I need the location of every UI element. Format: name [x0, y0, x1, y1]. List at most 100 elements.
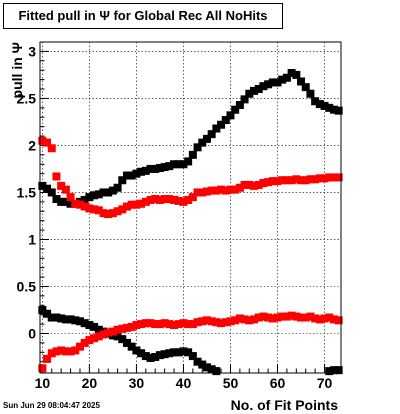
- series-3-point: [329, 173, 338, 182]
- series-3-point: [160, 195, 169, 204]
- series-4-point: [99, 330, 108, 339]
- series-1-point: [235, 101, 244, 110]
- series-1-point: [38, 181, 47, 190]
- series-1-point: [268, 78, 277, 87]
- series-2-point: [85, 321, 94, 330]
- series-1-point: [278, 75, 287, 84]
- series-1-point: [179, 160, 188, 169]
- x-tick-label: 30: [129, 375, 145, 391]
- series-2-point: [212, 367, 221, 376]
- series-2-point: [325, 367, 334, 376]
- series-1-point: [188, 150, 197, 159]
- x-axis-label: No. of Fit Points: [231, 397, 339, 413]
- y-tick-label: 3: [28, 43, 36, 59]
- series-1-point: [146, 164, 155, 173]
- series-4-point: [90, 334, 99, 343]
- series-3-point: [254, 180, 263, 189]
- series-2-point: [188, 352, 197, 361]
- series-4-point: [325, 313, 334, 322]
- series-1-point: [104, 188, 113, 197]
- series-1-point: [217, 120, 226, 129]
- series-4-point: [278, 312, 287, 321]
- series-2-point: [132, 346, 141, 355]
- series-2-point: [94, 325, 103, 334]
- series-1-point: [174, 160, 183, 169]
- x-tick-label: 70: [317, 375, 333, 391]
- series-1-point: [170, 160, 179, 169]
- series-4-point: [165, 320, 174, 329]
- series-4-point: [94, 332, 103, 341]
- series-3-point: [287, 176, 296, 185]
- series-1-point: [52, 195, 61, 204]
- series-4-point: [52, 347, 61, 356]
- y-tick-label: 0: [28, 326, 36, 342]
- series-1-point: [259, 82, 268, 91]
- series-1-point: [66, 199, 75, 208]
- y-tick-label: 0.5: [17, 278, 37, 294]
- series-3-point: [52, 172, 61, 181]
- series-3-point: [80, 202, 89, 211]
- series-3-point: [127, 200, 136, 209]
- y-tick-label: 2.5: [17, 90, 37, 106]
- series-1-point: [193, 143, 202, 152]
- series-4-point: [231, 316, 240, 325]
- series-4-point: [104, 328, 113, 337]
- series-4-point: [193, 318, 202, 327]
- series-3-point: [170, 195, 179, 204]
- series-3-point: [104, 210, 113, 219]
- series-4-point: [207, 317, 216, 326]
- series-1-point: [141, 166, 150, 175]
- series-4-point: [334, 316, 343, 325]
- series-1-point: [184, 157, 193, 166]
- series-4-point: [320, 314, 329, 323]
- series-4-point: [85, 336, 94, 345]
- series-2-point: [52, 313, 61, 322]
- series-4-point: [141, 319, 150, 328]
- series-2-point: [329, 366, 338, 375]
- series-1-point: [212, 124, 221, 133]
- series-1-point: [57, 197, 66, 206]
- series-4-point: [113, 325, 122, 334]
- series-4-point: [311, 314, 320, 323]
- series-1-point: [320, 101, 329, 110]
- series-4-point: [240, 315, 249, 324]
- series-1-point: [221, 116, 230, 125]
- series-4-point: [170, 321, 179, 330]
- series-3-point: [155, 195, 164, 204]
- series-4-point: [75, 342, 84, 351]
- series-2-point: [202, 363, 211, 372]
- series-1-point: [99, 188, 108, 197]
- series-2-point: [141, 352, 150, 361]
- series-4-point: [315, 315, 324, 324]
- series-2-point: [71, 316, 80, 325]
- series-2-point: [155, 351, 164, 360]
- series-1-point: [297, 77, 306, 86]
- series-2-point: [207, 365, 216, 374]
- series-2-point: [75, 317, 84, 326]
- series-3-point: [320, 174, 329, 183]
- series-3-point: [217, 185, 226, 194]
- series-4-point: [202, 316, 211, 325]
- series-1-point: [311, 97, 320, 106]
- series-4-point: [38, 364, 47, 373]
- series-4-point: [259, 312, 268, 321]
- series-1-point: [123, 171, 132, 180]
- series-1-point: [245, 89, 254, 98]
- series-2-point: [61, 315, 70, 324]
- series-2-point: [66, 315, 75, 324]
- series-3-point: [292, 175, 301, 184]
- series-3-point: [61, 185, 70, 194]
- series-4-point: [179, 319, 188, 328]
- series-1-point: [202, 134, 211, 143]
- series-1-point: [264, 80, 273, 89]
- series-3-point: [71, 199, 80, 208]
- series-4-point: [151, 320, 160, 329]
- series-3-point: [311, 175, 320, 184]
- series-4-point: [43, 354, 52, 363]
- series-1-point: [108, 186, 117, 195]
- series-1-point: [254, 85, 263, 94]
- series-4-point: [184, 320, 193, 329]
- series-3-point: [325, 173, 334, 182]
- series-2-point: [146, 353, 155, 362]
